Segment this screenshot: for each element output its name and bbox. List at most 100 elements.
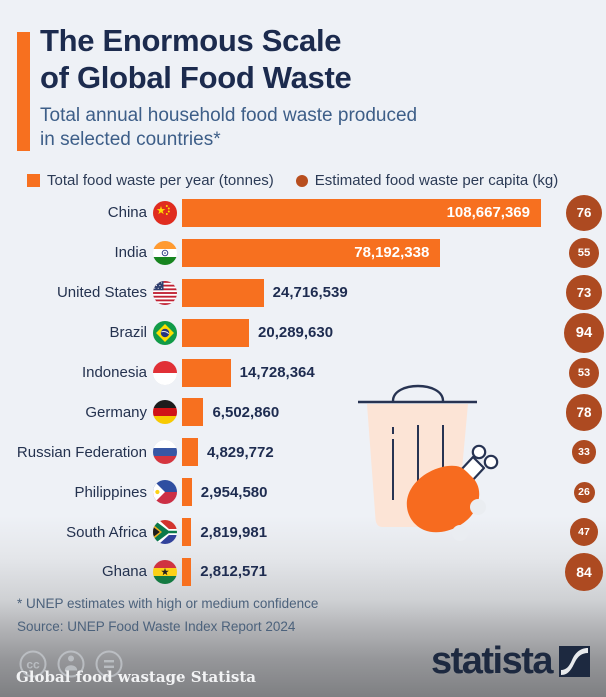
flag-icon — [153, 400, 177, 425]
bar-track: 4,829,772 — [182, 438, 562, 467]
statista-mark-icon — [559, 645, 590, 677]
page-subtitle: Total annual household food waste produc… — [40, 104, 417, 152]
flag-icon — [153, 520, 177, 545]
per-capita-badge-wrap: 26 — [562, 481, 606, 503]
per-capita-badge: 26 — [573, 481, 595, 503]
per-capita-badge-wrap: 47 — [562, 517, 606, 547]
country-label: Russian Federation — [16, 443, 147, 461]
legend: Total food waste per year (tonnes) Estim… — [27, 172, 558, 189]
country-label: Indonesia — [81, 364, 147, 381]
per-capita-badge: 84 — [565, 553, 603, 591]
chart-row: China 108,667,369 76 — [0, 193, 606, 233]
country-label: Philippines — [74, 483, 147, 501]
bar-value: 78,192,338 — [354, 244, 430, 262]
footnote-note: * UNEP estimates with high or medium con… — [17, 596, 319, 611]
country-label: South Africa — [66, 523, 147, 541]
bar — [182, 358, 231, 387]
bar-value: 20,289,630 — [258, 324, 334, 342]
per-capita-badge: 47 — [569, 517, 599, 547]
footnote-source: Source: UNEP Food Waste Index Report 202… — [17, 618, 296, 634]
legend-bar-swatch-icon — [27, 174, 40, 187]
bar-track: 108,667,369 — [182, 198, 562, 227]
flag-icon — [153, 480, 177, 505]
flag-icon — [153, 320, 177, 345]
flag-icon — [153, 440, 177, 465]
legend-circle-swatch-icon — [295, 174, 308, 187]
flag-icon — [153, 200, 177, 225]
flag-icon — [153, 280, 177, 305]
country-label: Germany — [85, 403, 147, 421]
country-label: Brazil — [109, 324, 147, 342]
per-capita-badge-wrap: 84 — [562, 553, 606, 591]
bar-value: 24,716,539 — [272, 284, 348, 302]
bar: 108,667,369 — [182, 198, 541, 227]
per-capita-badge: 73 — [566, 275, 602, 311]
per-capita-badge: 76 — [566, 194, 602, 231]
creative-commons-license-icons[interactable]: cc — [16, 647, 128, 681]
per-capita-badge-wrap: 33 — [562, 440, 606, 465]
image-caption: Global food wastage Statista — [16, 668, 256, 686]
bar-track: 14,728,364 — [182, 358, 562, 387]
bar: 78,192,338 — [182, 238, 441, 267]
chart-row: Russian Federation 4,829,772 33 — [0, 432, 606, 472]
per-capita-badge-wrap: 55 — [562, 237, 606, 269]
bar — [182, 278, 264, 307]
chart-rows: China 108,667,369 76 India 78,192,338 — [0, 193, 606, 592]
bar-value: 2,812,571 — [200, 563, 268, 581]
country-label: China — [107, 204, 147, 222]
per-capita-badge: 33 — [572, 440, 596, 465]
subtitle-line-1: Total annual household food waste produc… — [40, 105, 418, 126]
chart-row: Philippines 2,954,580 26 — [0, 472, 606, 512]
chart-row: India 78,192,338 55 — [0, 233, 606, 273]
bar-value: 4,829,772 — [206, 443, 274, 461]
subtitle-line-2: in selected countries* — [40, 129, 221, 150]
bar-value: 14,728,364 — [239, 364, 315, 381]
trash-can-illustration — [358, 384, 499, 541]
per-capita-badge: 53 — [569, 357, 599, 388]
bar — [182, 438, 198, 467]
bar-track: 6,502,860 — [182, 398, 562, 427]
bar — [182, 518, 192, 547]
attribution-icon — [57, 650, 85, 678]
bar-track: 2,819,981 — [182, 518, 562, 547]
per-capita-badge-wrap: 94 — [562, 312, 606, 353]
bar-value: 6,502,860 — [212, 403, 280, 421]
cc-icon — [19, 650, 47, 678]
accent-bar — [17, 32, 30, 151]
page-title: The Enormous Scale of Global Food Waste — [40, 22, 352, 96]
statista-logo[interactable]: statista — [430, 640, 590, 682]
bar — [182, 478, 192, 507]
per-capita-badge-wrap: 53 — [562, 357, 606, 388]
title-line-1: The Enormous Scale — [40, 23, 342, 58]
chart-row: Germany 6,502,860 78 — [0, 392, 606, 432]
bar-value: 2,954,580 — [200, 483, 268, 501]
bar — [182, 557, 192, 586]
per-capita-badge-wrap: 78 — [562, 394, 606, 431]
footnotes: * UNEP estimates with high or medium con… — [17, 593, 318, 638]
svg-text:cc: cc — [26, 658, 40, 672]
bar-track: 2,812,571 — [182, 557, 562, 586]
per-capita-badge: 94 — [564, 312, 604, 353]
title-line-2: of Global Food Waste — [40, 60, 352, 95]
bar-value: 108,667,369 — [446, 204, 530, 222]
bar — [182, 398, 204, 427]
chart-row: South Africa 2,819,981 47 — [0, 512, 606, 552]
bar-track: 78,192,338 — [182, 238, 562, 267]
flag-icon — [153, 559, 177, 584]
per-capita-badge-wrap: 73 — [562, 275, 606, 311]
chart-row: Indonesia 14,728,364 53 — [0, 353, 606, 393]
flag-icon — [153, 240, 177, 265]
country-label: United States — [56, 284, 147, 302]
statista-wordmark: statista — [430, 640, 554, 682]
legend-circle-label: Estimated food waste per capita (kg) — [314, 172, 559, 189]
per-capita-badge: 55 — [568, 237, 600, 269]
bar-track: 20,289,630 — [182, 318, 562, 347]
country-label: India — [114, 244, 147, 262]
bar-track: 2,954,580 — [182, 478, 562, 507]
country-label: Ghana — [101, 563, 147, 581]
flag-icon — [153, 360, 177, 385]
chart-row: Brazil 20,289,630 94 — [0, 312, 606, 353]
per-capita-badge-wrap: 76 — [562, 194, 606, 231]
bar-track: 24,716,539 — [182, 278, 562, 307]
